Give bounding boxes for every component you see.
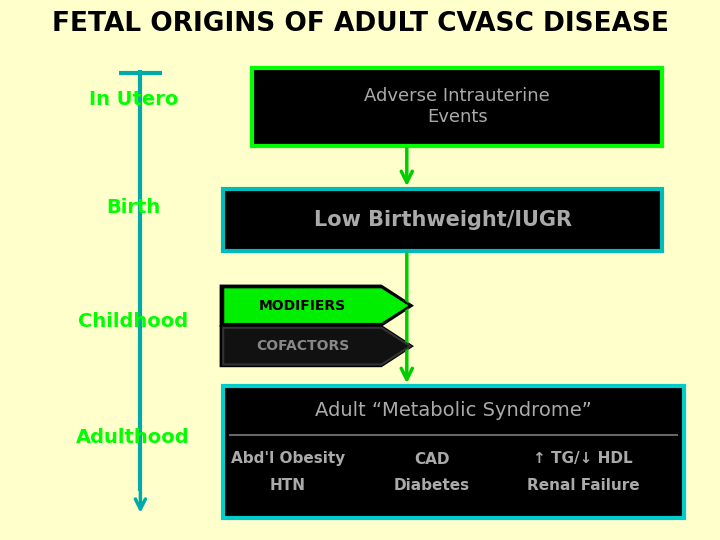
Text: ↑ TG/↓ HDL: ↑ TG/↓ HDL xyxy=(534,451,633,467)
Text: FETAL ORIGINS OF ADULT CVASC DISEASE: FETAL ORIGINS OF ADULT CVASC DISEASE xyxy=(52,11,668,37)
Polygon shape xyxy=(223,328,410,364)
Polygon shape xyxy=(223,287,410,324)
Bar xyxy=(223,189,662,251)
Text: Low Birthweight/IUGR: Low Birthweight/IUGR xyxy=(314,210,572,230)
Text: Adulthood: Adulthood xyxy=(76,428,190,447)
Text: Birth: Birth xyxy=(106,198,161,218)
Bar xyxy=(252,68,662,146)
Text: Renal Failure: Renal Failure xyxy=(527,478,639,494)
Text: Childhood: Childhood xyxy=(78,312,188,331)
Text: COFACTORS: COFACTORS xyxy=(256,339,349,353)
Text: Adverse Intrauterine
Events: Adverse Intrauterine Events xyxy=(364,87,550,126)
Text: MODIFIERS: MODIFIERS xyxy=(258,299,346,313)
Polygon shape xyxy=(220,285,414,327)
Text: CAD: CAD xyxy=(414,451,450,467)
Bar xyxy=(223,386,684,518)
Text: Adult “Metabolic Syndrome”: Adult “Metabolic Syndrome” xyxy=(315,401,592,420)
Text: Diabetes: Diabetes xyxy=(394,478,470,494)
Text: In Utero: In Utero xyxy=(89,90,178,110)
Polygon shape xyxy=(220,325,414,367)
Text: Abd'l Obesity: Abd'l Obesity xyxy=(231,451,345,467)
Text: HTN: HTN xyxy=(270,478,306,494)
